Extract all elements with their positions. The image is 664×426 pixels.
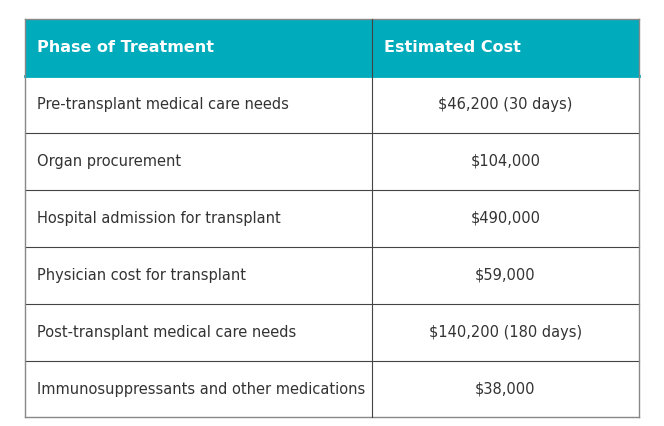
Bar: [372, 304, 639, 360]
Bar: [372, 190, 639, 247]
Text: Immunosuppressants and other medications: Immunosuppressants and other medications: [37, 382, 365, 397]
Bar: [372, 19, 639, 76]
Text: $104,000: $104,000: [470, 154, 540, 169]
Text: $38,000: $38,000: [475, 382, 536, 397]
Text: Hospital admission for transplant: Hospital admission for transplant: [37, 211, 281, 226]
Bar: [25, 190, 372, 247]
Bar: [372, 133, 639, 190]
Bar: [25, 133, 372, 190]
Text: Post-transplant medical care needs: Post-transplant medical care needs: [37, 325, 296, 340]
Bar: [25, 304, 372, 360]
Text: $140,200 (180 days): $140,200 (180 days): [429, 325, 582, 340]
Text: Estimated Cost: Estimated Cost: [384, 40, 521, 55]
Text: Physician cost for transplant: Physician cost for transplant: [37, 268, 246, 283]
Text: $490,000: $490,000: [470, 211, 540, 226]
Text: Pre-transplant medical care needs: Pre-transplant medical care needs: [37, 97, 289, 112]
Bar: [372, 76, 639, 133]
Bar: [25, 19, 372, 76]
Text: $59,000: $59,000: [475, 268, 536, 283]
Text: Organ procurement: Organ procurement: [37, 154, 181, 169]
Bar: [25, 76, 372, 133]
Bar: [372, 247, 639, 304]
Bar: [25, 247, 372, 304]
Text: $46,200 (30 days): $46,200 (30 days): [438, 97, 572, 112]
Text: Phase of Treatment: Phase of Treatment: [37, 40, 214, 55]
Bar: [25, 360, 372, 417]
Bar: [372, 360, 639, 417]
